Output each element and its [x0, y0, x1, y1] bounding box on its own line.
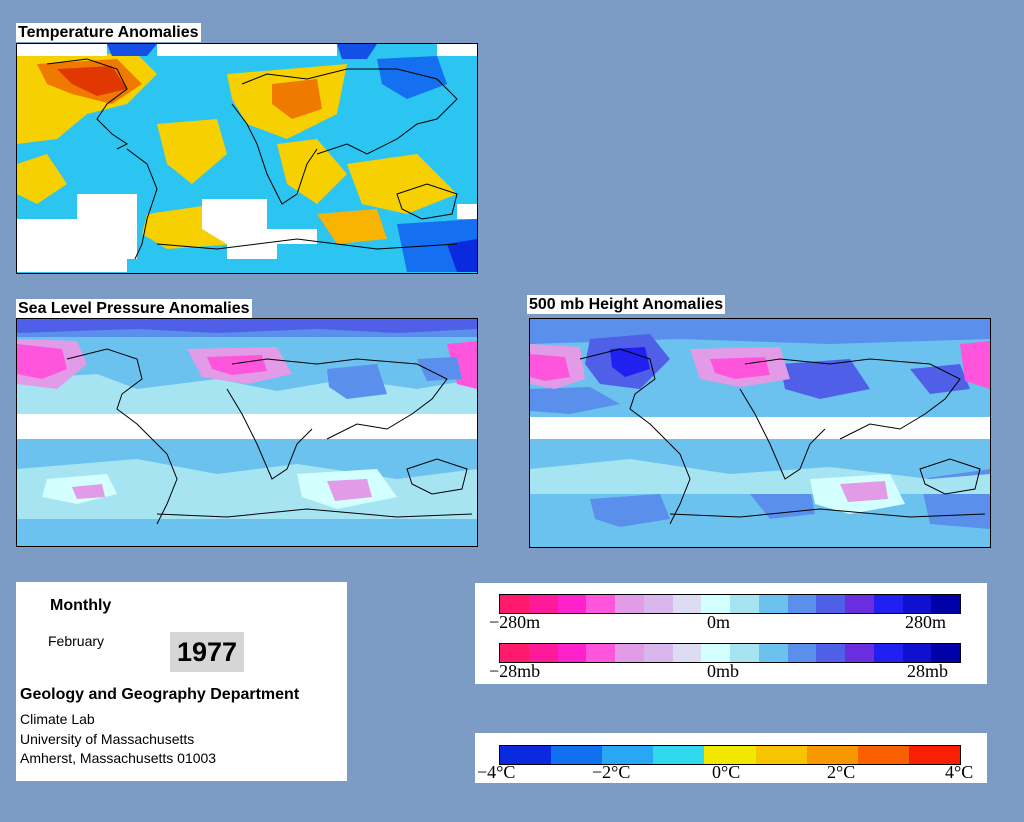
- temperature-legend: −4°C −2°C 0°C 2°C 4°C: [475, 733, 987, 783]
- university-label: University of Massachusetts: [20, 731, 195, 747]
- color-swatch: [857, 746, 909, 764]
- period-label: Monthly: [50, 597, 112, 614]
- color-swatch: [586, 644, 615, 662]
- color-swatch: [551, 746, 603, 764]
- temperature-color-scale: [499, 745, 961, 765]
- height-scale-mid-label: 0m: [707, 612, 731, 632]
- color-swatch: [816, 644, 845, 662]
- height-color-scale: [499, 594, 961, 614]
- sea-level-pressure-map: [16, 318, 478, 547]
- color-swatch: [701, 595, 730, 613]
- color-swatch: [704, 746, 756, 764]
- info-panel: Monthly February 1977 Geology and Geogra…: [16, 582, 347, 781]
- temperature-anomaly-map: [16, 43, 478, 274]
- color-swatch: [873, 644, 903, 662]
- temp-scale-label-1: −4°C: [477, 762, 516, 782]
- temp-scale-label-2: −2°C: [592, 762, 631, 782]
- height-scale-min-label: −280m: [489, 612, 541, 632]
- color-swatch: [528, 595, 558, 613]
- color-swatch: [653, 746, 705, 764]
- color-swatch: [758, 595, 788, 613]
- color-swatch: [755, 746, 807, 764]
- color-swatch: [602, 746, 654, 764]
- color-swatch: [672, 644, 702, 662]
- color-swatch: [557, 644, 587, 662]
- pressure-scale-mid-label: 0mb: [707, 661, 740, 681]
- 500mb-height-map: [529, 318, 991, 548]
- color-swatch: [902, 644, 932, 662]
- temperature-panel-title: Temperature Anomalies: [16, 23, 201, 42]
- department-label: Geology and Geography Department: [20, 686, 300, 703]
- temp-scale-label-4: 2°C: [827, 762, 856, 782]
- slp-panel-title: Sea Level Pressure Anomalies: [16, 299, 252, 318]
- color-swatch: [643, 644, 673, 662]
- color-swatch: [816, 595, 845, 613]
- color-swatch: [908, 746, 960, 764]
- height-pressure-legend: −280m 0m 280m −28mb 0mb 28mb: [475, 583, 987, 684]
- color-swatch: [845, 644, 874, 662]
- pressure-scale-max-label: 28mb: [907, 661, 949, 681]
- height-scale-max-label: 280m: [905, 612, 947, 632]
- color-swatch: [615, 595, 644, 613]
- color-swatch: [701, 644, 730, 662]
- address-label: Amherst, Massachusetts 01003: [20, 750, 217, 766]
- color-swatch: [672, 595, 702, 613]
- color-swatch: [873, 595, 903, 613]
- temp-scale-label-3: 0°C: [712, 762, 741, 782]
- color-swatch: [806, 746, 858, 764]
- color-swatch: [615, 644, 644, 662]
- color-swatch: [643, 595, 673, 613]
- color-swatch: [845, 595, 874, 613]
- color-swatch: [730, 644, 759, 662]
- color-swatch: [500, 595, 529, 613]
- color-swatch: [902, 595, 932, 613]
- color-swatch: [931, 644, 960, 662]
- month-label: February: [48, 633, 105, 649]
- color-swatch: [787, 644, 817, 662]
- pressure-color-scale: [499, 643, 961, 663]
- color-swatch: [500, 746, 552, 764]
- color-swatch: [758, 644, 788, 662]
- color-swatch: [500, 644, 529, 662]
- color-swatch: [931, 595, 960, 613]
- lab-label: Climate Lab: [20, 711, 95, 727]
- color-swatch: [730, 595, 759, 613]
- height500-panel-title: 500 mb Height Anomalies: [527, 295, 726, 314]
- color-swatch: [557, 595, 587, 613]
- temp-scale-label-5: 4°C: [945, 762, 974, 782]
- pressure-scale-min-label: −28mb: [489, 661, 541, 681]
- color-swatch: [528, 644, 558, 662]
- year-label: 1977: [170, 632, 244, 672]
- color-swatch: [586, 595, 615, 613]
- color-swatch: [787, 595, 817, 613]
